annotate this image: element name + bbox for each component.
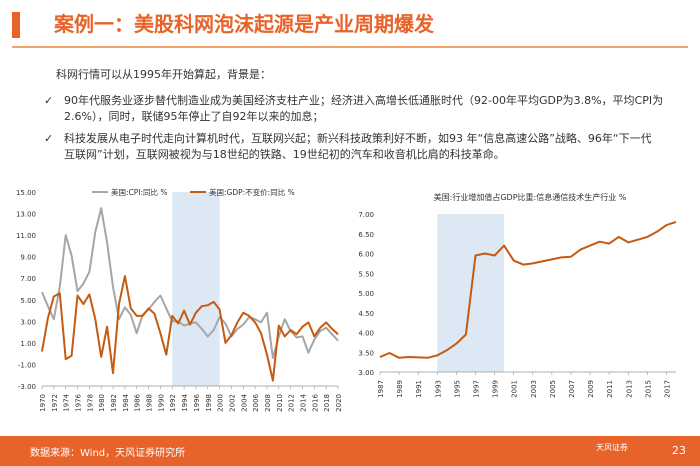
x-tick-label: 2016 [311,393,319,411]
y-tick-label: 4.50 [358,310,374,318]
x-tick-label: 2015 [644,380,652,398]
y-tick-label: 11.00 [16,232,36,240]
x-tick-label: 1999 [492,380,500,398]
x-tick-label: 1989 [396,380,404,398]
y-tick-label: -3.00 [18,383,36,391]
x-tick-label: 2009 [587,380,595,398]
x-tick-label: 2020 [335,394,343,412]
y-tick-label: 3.00 [358,369,374,377]
x-tick-label: 2008 [264,394,272,412]
x-tick-label: 2007 [568,380,576,398]
y-tick-label: 15.00 [16,189,36,197]
y-tick-label: 5.50 [358,270,374,278]
page-title: 案例一：美股科网泡沫起源是产业周期爆发 [54,12,434,36]
intro-text: 科网行情可以从1995年开始算起，背景是： [56,68,271,81]
chart-ict-share: 7.00 6.50 6.00 5.50 5.00 4.50 4.00 3.50 3.001987… [358,192,677,398]
x-tick-label: 2005 [549,380,557,398]
x-tick-label: 1982 [110,394,118,412]
y-tick-label: 9.00 [20,254,36,262]
y-tick-label: 7.00 [20,275,36,283]
x-tick-label: 2013 [625,380,633,398]
series-line-1 [379,220,677,359]
x-tick-label: 1976 [75,393,83,411]
x-tick-label: 1988 [146,394,154,412]
x-tick-label: 2017 [663,380,671,398]
x-tick-label: 2018 [323,394,331,412]
bullet-line: 互联网”计划，互联网被视为与18世纪的铁路、19世纪初的汽车和收音机比肩的科技革… [64,148,505,161]
x-tick-label: 2000 [217,394,225,412]
y-tick-label: 5.00 [20,297,36,305]
y-tick-label: 3.00 [20,318,36,326]
company-logo: 天风证券 [596,443,628,452]
x-tick-label: 2001 [511,380,519,398]
x-tick-label: 1991 [415,380,423,398]
check-icon: ✓ [44,94,54,107]
x-tick-label: 1986 [134,393,142,411]
x-tick-label: 1970 [39,394,47,412]
y-tick-label: 5.00 [358,290,374,298]
y-tick-label: -1.00 [18,361,36,369]
x-tick-label: 2006 [252,393,260,411]
x-tick-label: 2014 [299,393,307,411]
y-tick-label: 4.00 [358,330,374,338]
legend-label: 美国:GDP:不变价:同比 % [209,187,295,197]
x-tick-label: 1995 [453,380,461,398]
x-tick-label: 1990 [157,394,165,412]
x-tick-label: 1994 [181,393,189,411]
y-tick-label: 6.50 [358,231,374,239]
x-tick-label: 1993 [434,380,442,398]
x-tick-label: 1980 [98,394,106,412]
x-tick-label: 1984 [122,393,130,411]
x-tick-label: 2002 [228,394,236,412]
x-tick-label: 1974 [63,393,71,411]
y-tick-label: 6.00 [358,251,374,259]
x-tick-label: 1987 [377,380,385,398]
x-tick-label: 1972 [51,394,59,412]
x-tick-label: 1996 [193,393,201,411]
x-tick-label: 2012 [288,394,296,412]
y-tick-label: 1.00 [20,340,36,348]
chart-cpi-gdp: 15.00 13.00 11.00 9.00 7.00 5.00 3.00 1.00 -1.00… [16,187,343,412]
y-tick-label: 7.00 [358,211,374,219]
legend-label: 美国:CPI:同比 % [111,187,168,197]
x-tick-label: 2004 [240,393,248,411]
y-tick-label: 3.50 [358,349,374,357]
bullet-line: 科技发展从电子时代走向计算机时代，互联网兴起；新兴科技政策利好不断，如93 年“… [64,132,652,145]
bullet-line: 2.6%），同时，联储95年停止了自92年以来的加息； [64,110,324,123]
title-divider [12,46,688,48]
x-tick-label: 2003 [530,380,538,398]
footer-bar: 数据来源：Wind，天风证券研究所 天风证券 23 [0,436,700,466]
x-tick-label: 1998 [205,394,213,412]
bullet-line: 90年代服务业逐步替代制造业成为美国经济支柱产业；经济进入高增长低通胀时代（92… [64,94,664,107]
series-line-2 [41,275,339,382]
page-number: 23 [672,444,686,457]
x-tick-label: 1992 [169,394,177,412]
chart-title: 美国:行业增加值占GDP比重:信息通信技术生产行业 % [434,192,627,202]
check-icon: ✓ [44,132,54,145]
x-tick-label: 1997 [472,380,480,398]
y-tick-label: 13.00 [16,211,36,219]
highlight-band [172,192,220,386]
title-accent-bar [12,12,20,38]
x-tick-label: 2011 [606,380,614,398]
x-tick-label: 1978 [86,394,94,412]
x-tick-label: 2010 [276,394,284,412]
source-note: 数据来源：Wind，天风证券研究所 [30,448,186,459]
